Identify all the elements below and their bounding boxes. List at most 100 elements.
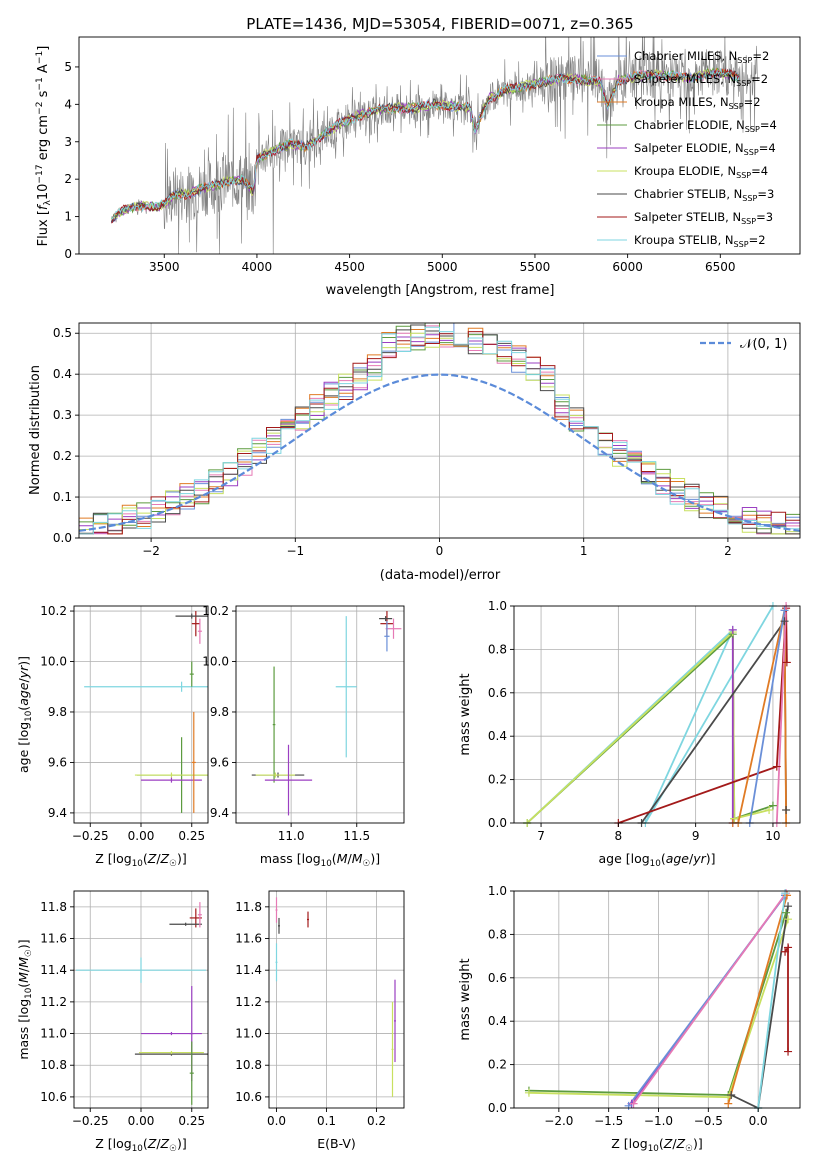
plot-area xyxy=(514,606,800,823)
y-tick-label: 0.0 xyxy=(488,816,507,830)
label-part: 10 xyxy=(321,859,332,869)
label-part: ( xyxy=(16,983,31,988)
axes-frame xyxy=(513,605,801,824)
y-tick-label: 0.2 xyxy=(488,773,507,787)
y-tick-label: 11.4 xyxy=(40,963,67,977)
legend-entry: Salpeter STELIB, NSSP=3 xyxy=(634,210,773,226)
x-tick-label: −1.0 xyxy=(644,1114,673,1128)
y-tick-label: 10.0 xyxy=(40,655,67,669)
label-part: f xyxy=(36,203,51,210)
weight-marker xyxy=(784,943,793,952)
x-tick-label: −2.0 xyxy=(544,1114,573,1128)
label-part: / xyxy=(16,678,31,683)
model-spectrum-line xyxy=(111,68,740,220)
x-tick-label: 4000 xyxy=(242,260,273,274)
label-part: / xyxy=(689,851,694,866)
label-part: / xyxy=(156,1136,161,1151)
label-part: −1 xyxy=(35,77,45,90)
x-tick-label: 5500 xyxy=(520,260,551,274)
y-tick-label: 10.2 xyxy=(202,604,229,618)
x-tick-label: 9 xyxy=(692,829,700,843)
axes-age-vs-Z: −0.25 0.00 0.259.49.69.810.010.2Z [log10(Z… xyxy=(16,604,209,869)
plot-area xyxy=(236,606,404,823)
y-tick-label: 1 xyxy=(64,210,72,224)
weight-marker xyxy=(524,1088,533,1097)
label-part: )] xyxy=(370,851,380,866)
label-part: Z [ xyxy=(95,851,112,866)
label-part: )] xyxy=(706,851,716,866)
x-tick-label: 4500 xyxy=(334,260,365,274)
axes-mass-weight-vs-Z: −2.0 −1.5 −1.0 −0.5 0.0 0.0 0.2 0.4 0.6 0.8 1.0 Z [… xyxy=(458,884,801,1154)
weight-marker xyxy=(782,658,791,667)
label-part: log xyxy=(113,851,132,866)
y-tick-label: 10.8 xyxy=(40,1058,67,1072)
weight-marker xyxy=(772,762,781,771)
label-part: ( xyxy=(143,1136,148,1151)
y-tick-label: 0.6 xyxy=(488,971,507,985)
y-axis-label: mass [log10(M/M☉)] xyxy=(16,939,34,1059)
label-part: / xyxy=(156,851,161,866)
label-part: mass [ xyxy=(260,851,302,866)
label-part: SSP xyxy=(742,194,757,203)
label-part: M xyxy=(16,957,31,968)
x-tick-label: 2 xyxy=(724,544,732,558)
label-part: )] xyxy=(693,1136,703,1151)
x-axis-label: mass [log10(M/M☉)] xyxy=(260,851,380,869)
label-part: E(B-V) xyxy=(317,1136,356,1151)
label-part: Z xyxy=(160,1136,170,1151)
y-tick-label: 0.6 xyxy=(488,686,507,700)
weight-line xyxy=(748,610,786,823)
label-part: M xyxy=(16,972,31,983)
label-part: Salpeter MILES, N xyxy=(634,72,736,86)
label-part: SSP xyxy=(736,171,751,180)
y-tick-label: 11.6 xyxy=(40,932,67,946)
model-spectrum-line xyxy=(111,69,740,223)
label-part: =2 xyxy=(752,49,769,63)
label-part: log xyxy=(302,851,321,866)
weight-marker xyxy=(780,606,789,615)
weight-marker xyxy=(728,625,737,634)
label-part: M xyxy=(352,851,363,866)
x-tick-label: −0.25 xyxy=(72,829,109,843)
axes-residuals: −2 −1 0 1 2 0.0 0.1 0.2 0.3 0.4 0.5 (data-model)/er… xyxy=(28,322,801,583)
label-part: Z xyxy=(663,1136,673,1151)
y-tick-label: 2 xyxy=(64,172,72,186)
label-part: SSP xyxy=(745,125,760,134)
x-tick-label: 6000 xyxy=(612,260,643,274)
legend-entry: 𝒩(0, 1) xyxy=(740,337,787,352)
label-part: SSP xyxy=(741,217,756,226)
plot-area xyxy=(269,891,404,1108)
label-part: =2 xyxy=(744,95,761,109)
label-part: 10 xyxy=(648,1144,659,1154)
weight-marker xyxy=(724,1099,733,1108)
label-part: SSP xyxy=(737,56,752,65)
weight-line xyxy=(775,606,787,823)
label-part: age [ xyxy=(598,851,630,866)
y-tick-label: 0.0 xyxy=(488,1101,507,1115)
label-part: ☉ xyxy=(363,859,371,869)
label-part: =4 xyxy=(751,164,768,178)
weight-line xyxy=(757,893,786,1108)
label-part: )] xyxy=(16,656,31,666)
x-tick-label: 0.00 xyxy=(128,829,155,843)
x-tick-label: 0.0 xyxy=(267,1114,286,1128)
label-part: ( xyxy=(16,706,31,711)
label-part: Flux [ xyxy=(36,210,51,246)
weight-line xyxy=(526,632,774,823)
label-part: 10 xyxy=(132,1144,143,1154)
y-tick-label: 11.2 xyxy=(235,995,262,1009)
label-part: )] xyxy=(16,939,31,949)
y-tick-label: 9.4 xyxy=(48,806,67,820)
x-tick-label: 5000 xyxy=(427,260,458,274)
label-part: Z [ xyxy=(611,1136,628,1151)
label-part: λ xyxy=(43,200,53,206)
legend-entry: Chabrier ELODIE, NSSP=4 xyxy=(634,118,777,134)
y-axis-label: Flux [fλ10−17 erg cm−2 s−1 A−1] xyxy=(35,46,53,247)
label-part: Z [ xyxy=(95,1136,112,1151)
y-tick-label: 9.6 xyxy=(210,755,229,769)
y-axis-label: mass weight xyxy=(458,673,473,755)
axes-frame xyxy=(78,36,801,255)
axes-frame xyxy=(268,890,405,1109)
label-part: log xyxy=(16,722,31,741)
